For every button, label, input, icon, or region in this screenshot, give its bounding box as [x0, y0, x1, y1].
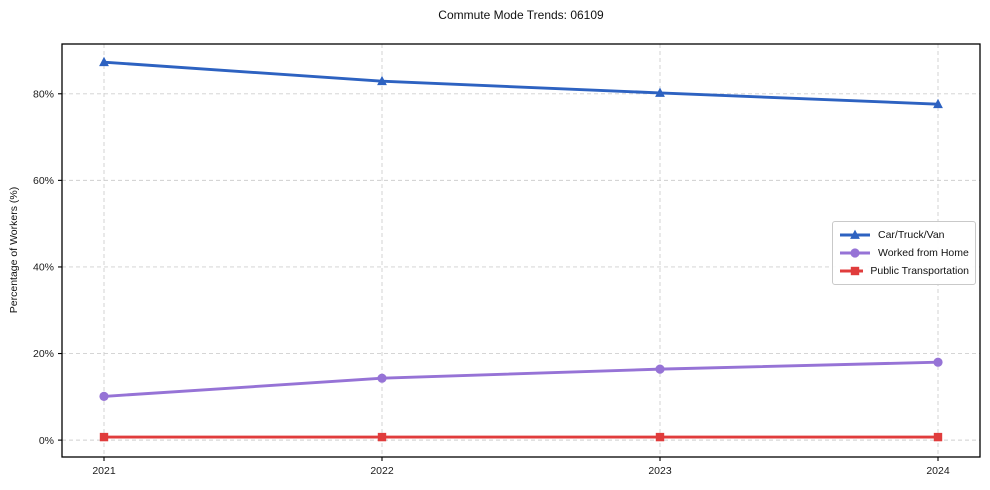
- triangle-marker-car-truck-van: [655, 87, 665, 97]
- legend-entry-car-truck-van: Car/Truck/Van: [839, 226, 969, 244]
- y-tick-label: 60%: [33, 175, 54, 187]
- legend-swatch-public-transportation: [840, 266, 864, 276]
- x-tick-label: 2024: [926, 465, 950, 477]
- square-marker-legend: [850, 266, 860, 276]
- y-tick-label: 80%: [33, 88, 54, 100]
- legend-label-worked-from-home: Worked from Home: [878, 247, 969, 259]
- circle-marker-worked-from-home: [99, 391, 109, 401]
- circle-marker-worked-from-home: [655, 364, 665, 374]
- series-worked-from-home: [99, 357, 943, 401]
- square-marker-public-transportation: [933, 432, 943, 442]
- x-tick-label: 2022: [370, 465, 394, 477]
- series-line-worked-from-home: [102, 360, 940, 398]
- y-tick-label: 20%: [33, 348, 54, 360]
- legend-entry-public-transportation: Public Transportation: [839, 262, 969, 280]
- chart-title: Commute Mode Trends: 06109: [438, 8, 604, 22]
- y-tick-label: 40%: [33, 262, 54, 274]
- legend-swatch-worked-from-home: [840, 248, 870, 258]
- plot-frame: [61, 43, 981, 458]
- legend: Car/Truck/Van Worked from Home Public Tran…: [832, 221, 976, 285]
- y-tick-label: 0%: [39, 435, 54, 447]
- x-tick-label: 2021: [92, 465, 116, 477]
- triangle-marker-car-truck-van: [377, 75, 387, 86]
- circle-marker-legend: [850, 248, 860, 258]
- series-line-car-truck-van: [102, 60, 940, 106]
- series-car-truck-van: [99, 56, 943, 109]
- x-tick-label: 2023: [648, 465, 672, 477]
- legend-label-public-transportation: Public Transportation: [870, 265, 969, 277]
- circle-marker-worked-from-home: [933, 357, 943, 367]
- square-marker-public-transportation: [655, 432, 665, 442]
- legend-swatch-car-truck-van: [840, 229, 870, 239]
- series-public-transportation: [99, 432, 943, 442]
- triangle-marker-car-truck-van: [933, 98, 943, 109]
- legend-label-car-truck-van: Car/Truck/Van: [878, 229, 945, 241]
- triangle-marker-legend: [850, 229, 860, 239]
- square-marker-public-transportation: [377, 432, 387, 442]
- square-marker-public-transportation: [99, 432, 109, 442]
- legend-entry-worked-from-home: Worked from Home: [839, 244, 969, 262]
- circle-marker-worked-from-home: [377, 373, 387, 383]
- triangle-marker-car-truck-van: [99, 56, 109, 67]
